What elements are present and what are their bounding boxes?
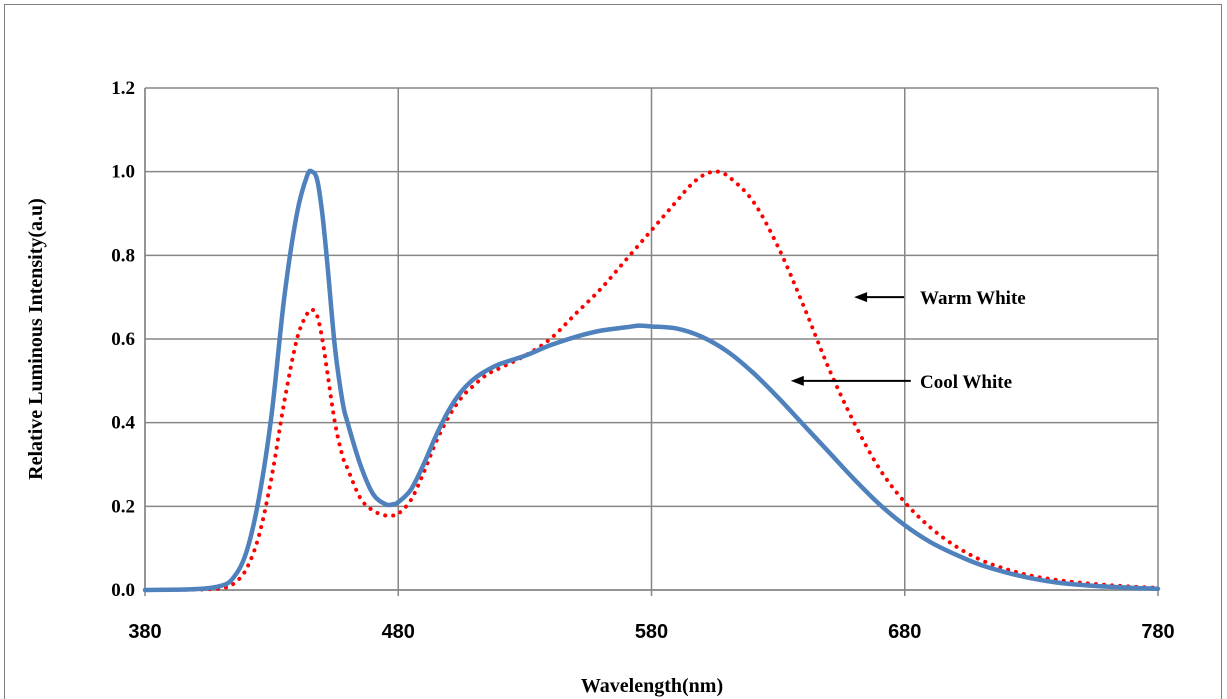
annotations: Warm White Cool White [790, 288, 1026, 393]
y-axis-title: Relative Luminous Intensity(a.u) [25, 198, 47, 480]
x-tick-label: 380 [128, 621, 161, 643]
y-tick-label: 0.8 [111, 245, 135, 266]
y-tick-label: 0.6 [111, 329, 135, 350]
x-tick-label: 780 [1141, 621, 1174, 643]
x-tick-label: 580 [635, 621, 668, 643]
series-layer [142, 168, 1161, 593]
y-tick-label: 1.0 [111, 162, 135, 183]
warm-white-series-line [143, 169, 1160, 592]
warm-white-arrow-head [854, 292, 868, 303]
y-tick-label: 0.0 [111, 580, 135, 601]
x-tick-label: 480 [382, 621, 415, 643]
chart-frame [4, 4, 1222, 699]
warm-white-annotation-label: Warm White [920, 288, 1026, 309]
y-tick-label: 0.2 [111, 496, 135, 517]
grid-lines [144, 87, 1159, 596]
x-tick-label: 680 [888, 621, 921, 643]
cool-white-series-line [142, 168, 1161, 593]
cool-white-annotation-label: Cool White [920, 372, 1012, 393]
y-tick-label: 0.4 [111, 413, 135, 434]
tick-labels: 0.0 0.2 0.4 0.6 0.8 1.0 1.2 380 480 580 680 780 [111, 78, 1174, 643]
x-axis-title: Wavelength(nm) [581, 675, 723, 697]
cool-white-arrow-head [790, 375, 804, 386]
y-tick-label: 1.2 [111, 78, 135, 99]
